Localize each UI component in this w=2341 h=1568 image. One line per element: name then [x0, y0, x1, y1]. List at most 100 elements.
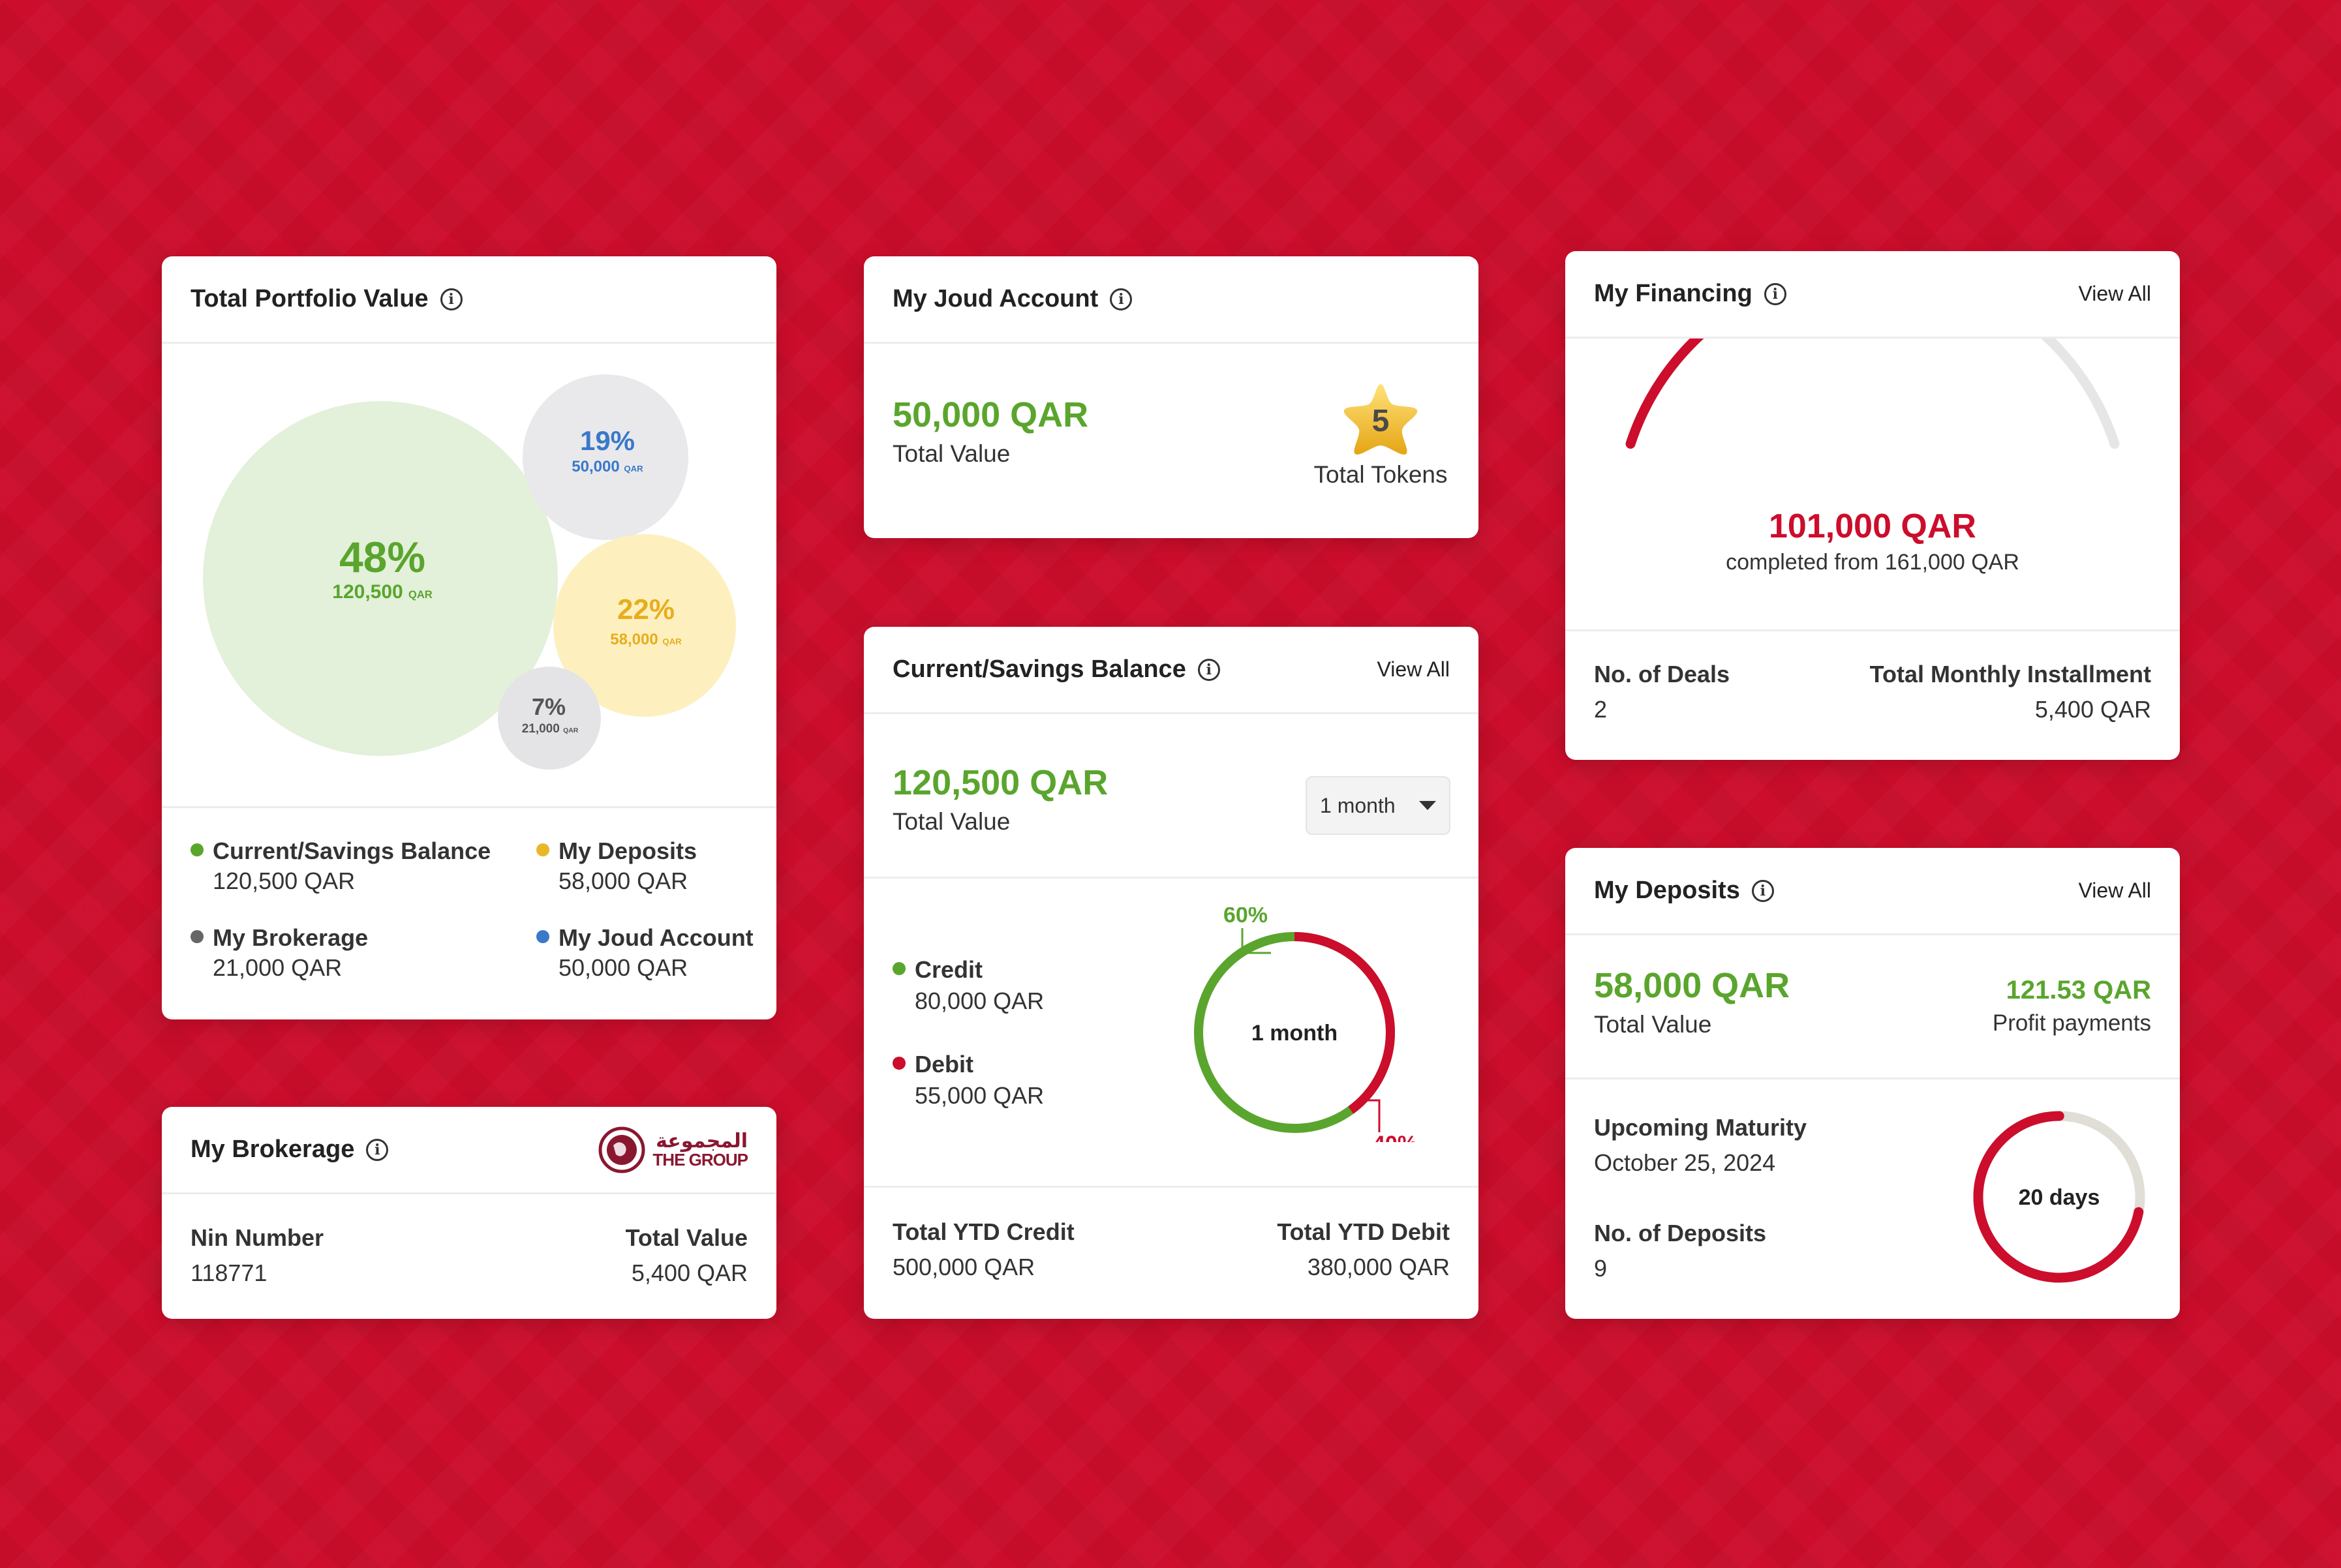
gauge-track [1625, 339, 2120, 449]
maturity-value: October 25, 2024 [1594, 1149, 1776, 1176]
deals-value: 2 [1594, 696, 1608, 723]
bubble-brokerage-pct: 7% [532, 693, 566, 720]
logo-arabic-text: المجموعة [656, 1129, 748, 1153]
credit-value: 80,000 QAR [915, 988, 1045, 1014]
tokens-block: 5 Total Tokens [1302, 380, 1459, 489]
legend-label: My Joud Account [558, 924, 754, 951]
brokerage-title: My Brokerage [191, 1136, 355, 1163]
legend-dot [536, 843, 549, 857]
bubble-joud-amount: 50,000 QAR [572, 458, 643, 475]
legend-item-deposits[interactable]: My Deposits 58,000 QAR [536, 837, 697, 895]
legend-item-brokerage[interactable]: My Brokerage 21,000 QAR [191, 924, 368, 982]
profit-block: 121.53 QAR Profit payments [1993, 976, 2151, 1036]
debit-dot [893, 1057, 906, 1070]
deposits-view-all-link[interactable]: View All [2078, 879, 2151, 902]
savings-header: Current/Savings Balance i View All [864, 627, 1478, 714]
profit-value: 121.53 QAR [2006, 976, 2151, 1004]
legend-value: 21,000 QAR [213, 954, 343, 981]
brokerage-total-block: Total Value 5,400 QAR [626, 1224, 748, 1287]
bubble-deposits-pct: 22% [617, 594, 675, 626]
bubble-deposits[interactable]: 22% 58,000 QAR [553, 534, 736, 717]
financing-header: My Financing i View All [1565, 251, 2180, 339]
info-icon[interactable]: i [1751, 879, 1774, 902]
credit-pct-label: 60% [1223, 907, 1268, 927]
chevron-down-icon [1419, 801, 1436, 810]
ytd-debit-label: Total YTD Debit [1277, 1218, 1450, 1245]
donut-debit-arc [1194, 932, 1395, 1133]
the-group-logo: المجموعة THE GROUP [598, 1126, 748, 1174]
financing-completed: 101,000 QAR [1769, 507, 1976, 545]
legend-value: 120,500 QAR [213, 867, 356, 894]
debit-pct-label: 40% [1373, 1132, 1417, 1142]
legend-item-joud[interactable]: My Joud Account 50,000 QAR [536, 924, 754, 982]
legend-value: 58,000 QAR [558, 867, 688, 894]
logo-english-text: THE GROUP [652, 1149, 748, 1169]
ytd-credit-block: Total YTD Credit 500,000 QAR [893, 1218, 1075, 1281]
donut-center-label: 1 month [1251, 1021, 1338, 1046]
deposits-header: My Deposits i View All [1565, 848, 2180, 935]
maturity-days-label: 20 days [2019, 1185, 2100, 1210]
joud-card: My Joud Account i 50,000 QAR Total Value… [864, 256, 1478, 538]
bubble-joud-pct: 19% [580, 425, 635, 456]
financing-card: My Financing i View All 101,000 QAR comp… [1565, 251, 2180, 760]
info-icon[interactable]: i [366, 1138, 389, 1161]
financing-completed-text: completed from 161,000 QAR [1726, 550, 2019, 575]
portfolio-bubble-chart: 48% 120,500 QAR 19% 50,000 QAR 22% 58,00… [203, 374, 736, 770]
financing-divider [1565, 629, 2180, 631]
legend-dot [536, 930, 549, 944]
credit-dot [893, 962, 906, 976]
debit-legend: Debit 55,000 QAR [893, 1051, 1044, 1109]
legend-dot [191, 843, 204, 857]
info-icon[interactable]: i [1764, 282, 1786, 305]
period-dropdown[interactable]: 1 month [1306, 776, 1450, 835]
tokens-label: Total Tokens [1313, 461, 1448, 488]
credit-leader-line [1241, 928, 1271, 954]
deposits-title: My Deposits [1594, 877, 1740, 904]
ytd-credit-value: 500,000 QAR [893, 1254, 1035, 1280]
savings-view-all-link[interactable]: View All [1377, 657, 1450, 681]
legend-dot [191, 930, 204, 944]
gauge-progress [1625, 339, 1704, 449]
nin-label: Nin Number [191, 1224, 324, 1251]
joud-header: My Joud Account i [864, 256, 1478, 344]
info-icon[interactable]: i [440, 288, 463, 310]
globe-logo-icon [598, 1126, 645, 1173]
legend-label: Current/Savings Balance [213, 837, 491, 864]
deposits-value-block: 58,000 QAR Total Value [1594, 965, 1790, 1038]
star-token-icon: 5 [1343, 384, 1418, 455]
deposit-count-label: No. of Deposits [1594, 1220, 1767, 1246]
nin-block: Nin Number 118771 [191, 1224, 324, 1287]
credit-legend: Credit 80,000 QAR [893, 956, 1044, 1015]
bubble-current-savings-pct: 48% [339, 533, 425, 581]
tokens-count: 5 [1372, 404, 1390, 438]
bubble-brokerage[interactable]: 7% 21,000 QAR [498, 667, 601, 770]
joud-value-block: 50,000 QAR Total Value [893, 395, 1088, 468]
bubble-joud[interactable]: 19% 50,000 QAR [523, 374, 688, 540]
installment-value: 5,400 QAR [2034, 696, 2151, 723]
joud-value-label: Total Value [893, 440, 1011, 467]
brokerage-card: My Brokerage i المجموعة THE GROUP Nin Nu… [162, 1107, 776, 1319]
deposit-count-block: No. of Deposits 9 [1594, 1220, 1766, 1282]
financing-view-all-link[interactable]: View All [2078, 282, 2151, 305]
maturity-label: Upcoming Maturity [1594, 1114, 1807, 1141]
profit-label: Profit payments [1992, 1010, 2151, 1036]
brokerage-total-value: 5,400 QAR [631, 1259, 748, 1286]
installment-label: Total Monthly Installment [1869, 661, 2151, 687]
ytd-debit-value: 380,000 QAR [1307, 1254, 1450, 1280]
deposits-divider [1565, 1078, 2180, 1079]
savings-value-block: 120,500 QAR Total Value [893, 762, 1108, 836]
bubble-current-savings[interactable]: 48% 120,500 QAR [203, 401, 558, 756]
deals-block: No. of Deals 2 [1594, 661, 1730, 723]
savings-divider-2 [864, 1186, 1478, 1188]
deposits-card: My Deposits i View All 58,000 QAR Total … [1565, 848, 2180, 1319]
credit-debit-donut: 1 month 60% 40% [1194, 907, 1417, 1142]
legend-value: 50,000 QAR [558, 954, 688, 981]
info-icon[interactable]: i [1197, 658, 1220, 681]
maturity-block: Upcoming Maturity October 25, 2024 [1594, 1114, 1807, 1177]
legend-label: My Deposits [558, 837, 697, 864]
legend-label: My Brokerage [213, 924, 369, 951]
info-icon[interactable]: i [1110, 288, 1133, 310]
credit-label: Credit [915, 956, 983, 983]
portfolio-header: Total Portfolio Value i [162, 256, 776, 344]
legend-item-current-savings[interactable]: Current/Savings Balance 120,500 QAR [191, 837, 491, 895]
